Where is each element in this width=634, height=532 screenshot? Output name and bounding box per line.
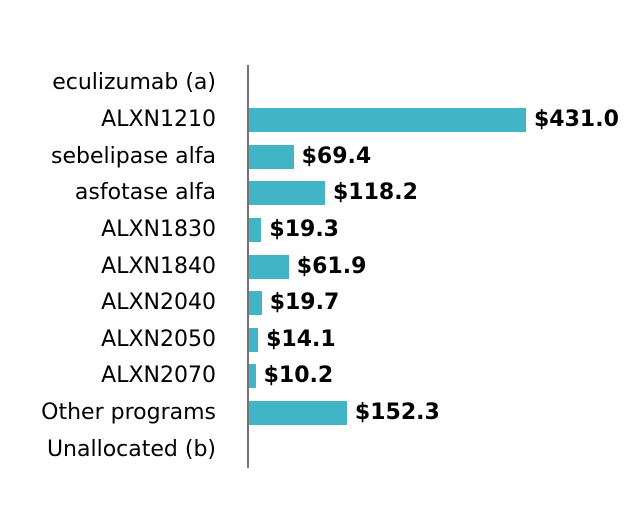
bar [249, 327, 259, 352]
bar [249, 144, 294, 169]
category-label: ALXN2070 [101, 363, 216, 389]
bar [249, 217, 262, 242]
category-label: sebelipase alfa [51, 143, 216, 169]
value-label: $431.0 [534, 106, 619, 132]
bar [249, 364, 256, 389]
value-label: $118.2 [333, 180, 418, 206]
y-axis-line [247, 65, 249, 468]
category-label: ALXN1210 [101, 106, 216, 132]
value-label: $10.2 [263, 363, 334, 389]
bar [249, 401, 347, 426]
value-label: $19.7 [269, 290, 340, 316]
value-label: $152.3 [354, 399, 440, 425]
value-label: $14.1 [266, 326, 336, 352]
category-label: eculizumab (a) [52, 70, 216, 96]
bar [249, 107, 526, 132]
bar [249, 254, 289, 279]
category-label: ALXN1840 [101, 253, 216, 279]
bar [249, 291, 262, 316]
category-label: ALXN2040 [101, 290, 216, 316]
value-label: $69.4 [301, 143, 372, 169]
category-label: Unallocated (b) [46, 436, 216, 462]
category-label: Other programs [41, 399, 216, 425]
category-label: ALXN2050 [101, 326, 216, 352]
category-label: ALXN1830 [101, 216, 216, 242]
value-label: $61.9 [296, 253, 367, 279]
value-label: $19.3 [269, 216, 339, 242]
category-label: asfotase alfa [74, 180, 216, 206]
bar [249, 181, 325, 206]
